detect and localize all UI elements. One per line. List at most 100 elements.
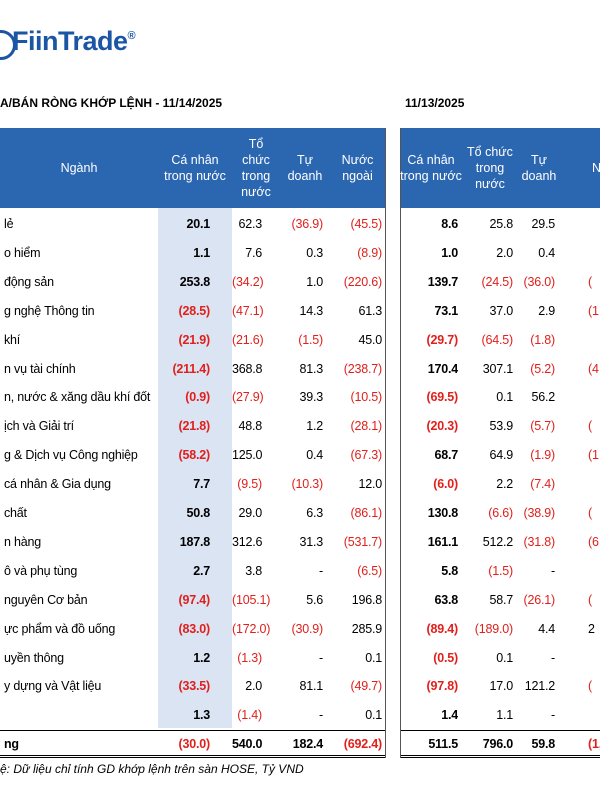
value-cell: 81.1 [299,679,323,694]
value-cell: 12.0 [358,477,382,492]
value-cell: 56.2 [531,390,555,405]
sector-name: cá nhân & Gia dụng [4,477,111,492]
sector-name: ịch và Giải trí [4,419,74,434]
value-cell: (0.5) [433,650,458,665]
value-cell: (36.9) [291,217,324,231]
sector-name: uyền thông [4,650,64,665]
value-cell: (6 [588,534,599,549]
value-cell: (189.0) [474,621,513,636]
column-header: N [592,161,600,175]
value-cell: 2.2 [496,477,513,492]
right-header-band [400,128,600,208]
value-cell: (6.5) [357,563,382,578]
highlight-column [158,208,232,728]
value-cell: 0.1 [496,390,513,405]
value-cell: (30.9) [291,621,324,636]
value-cell: (7.4) [530,477,555,492]
value-cell: 64.9 [489,448,513,463]
value-cell: (105.1) [232,592,271,607]
value-cell: (97.8) [426,679,458,694]
value-cell: (83.0) [178,621,211,636]
total-top-border [400,730,600,731]
value-cell: 1.3 [193,708,210,723]
value-cell: 307.1 [482,361,513,376]
value-cell: 48.8 [238,419,262,434]
value-cell: 1.2 [193,650,210,665]
value-cell: 53.9 [489,419,513,434]
value-cell: (238.7) [343,361,382,376]
value-cell: 0.1 [496,650,513,665]
value-cell: (45.5) [350,217,383,231]
value-cell: (1.9) [530,448,555,463]
value-cell: (29.7) [426,332,458,347]
sector-name: động sản [4,274,54,289]
value-cell: (26.1) [523,592,555,607]
value-cell: - [551,650,555,665]
sector-name: ng [4,737,19,752]
value-cell: ( [588,419,592,434]
value-cell: 1.1 [193,245,210,260]
value-cell: - [319,650,323,665]
sector-name: n hàng [4,534,42,549]
column-header: Tổ chức trong nước [467,145,513,191]
value-cell: (1.3) [237,650,262,665]
sector-name: g nghệ Thông tin [4,303,95,318]
value-cell: 2 [588,621,595,636]
value-cell: (47.1) [232,303,264,318]
value-cell: (1.4) [237,708,262,723]
value-cell: 182.4 [292,737,323,752]
value-cell: 1.2 [306,419,323,434]
value-cell: 796.0 [482,737,513,752]
value-cell: (67.3) [350,448,383,463]
value-cell: 1.1 [496,708,513,723]
value-cell: 61.3 [358,303,382,318]
value-cell: 3.8 [245,563,262,578]
sector-name: nguyên Cơ bản [4,592,88,607]
column-header: Cá nhân trong nước [164,153,226,183]
sector-name: n, nước & xăng dầu khí đốt [4,390,151,405]
value-cell: (5.7) [530,419,555,434]
value-cell: (58.2) [178,448,211,463]
value-cell: 1.0 [441,245,458,260]
value-cell: 511.5 [428,737,458,752]
total-bottom-border [400,755,600,758]
value-cell: (211.4) [172,361,210,376]
column-header: Ngành [60,161,98,175]
value-cell: ( [588,506,592,520]
value-cell: (220.6) [343,274,382,289]
value-cell: 170.4 [427,361,458,376]
value-cell: (172.0) [232,621,271,636]
value-cell: 0.1 [365,708,382,723]
value-cell: (1 [588,448,599,463]
table-edge [385,128,386,758]
value-cell: 0.4 [538,245,555,260]
value-cell: (49.7) [350,679,383,694]
value-cell: 81.3 [299,361,323,376]
value-cell: (531.7) [343,534,382,549]
value-cell: 63.8 [434,592,458,607]
value-cell: 2.9 [538,303,555,318]
value-cell: 253.8 [179,274,210,289]
left-title: A/BÁN RÒNG KHỚP LỆNH - 11/14/2025 [0,96,223,110]
value-cell: 5.8 [441,563,458,578]
column-header: Tổ chức trong nước [241,137,271,199]
value-cell: 68.7 [434,448,458,463]
value-cell: - [319,708,323,723]
value-cell: (64.5) [481,332,513,347]
value-cell: 2.0 [245,679,262,694]
value-cell: 139.7 [427,274,458,289]
value-cell: - [319,563,323,578]
sector-name: chất [4,506,27,520]
value-cell: (89.4) [426,621,458,636]
value-cell: (21.9) [178,332,211,347]
value-cell: 161.1 [427,534,458,549]
value-cell: 25.8 [489,217,513,231]
value-cell: - [551,708,555,723]
value-cell: 312.6 [232,534,263,549]
value-cell: 4.4 [538,621,555,636]
right-title: 11/13/2025 [405,96,465,110]
sector-name: lẻ [4,217,14,231]
logo-mark: ® [127,30,136,42]
value-cell: ( [588,592,592,607]
